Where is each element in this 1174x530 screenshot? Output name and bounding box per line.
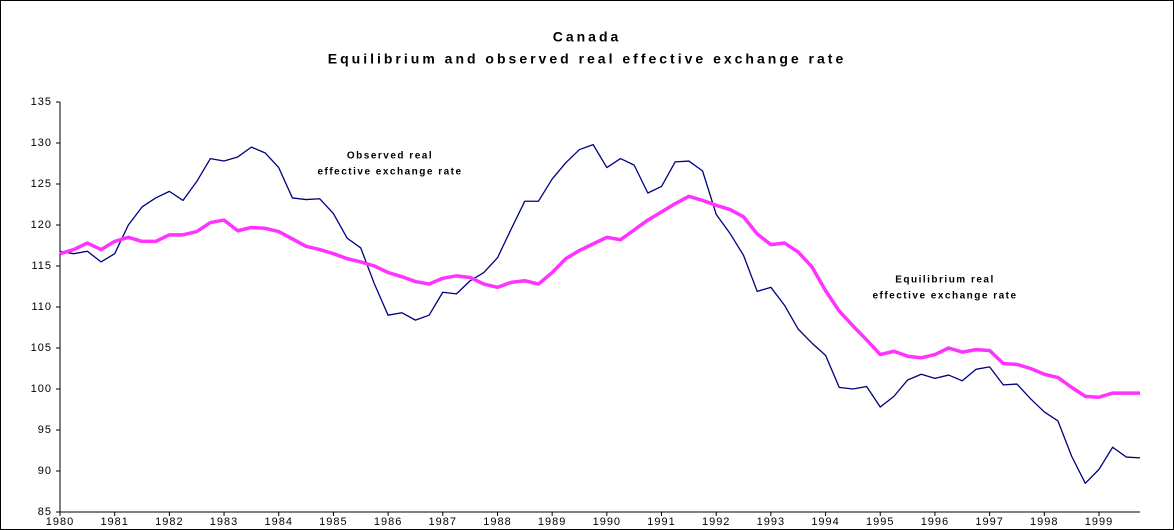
y-tick-label: 110	[31, 301, 52, 313]
x-tick-label: 1983	[210, 516, 238, 528]
x-tick-label: 1994	[811, 516, 839, 528]
x-tick-label: 1982	[155, 516, 183, 528]
y-tick-label: 130	[31, 137, 52, 149]
annotation: effective exchange rate	[872, 291, 1017, 302]
annotation: Equilibrium real	[895, 275, 995, 286]
x-tick-label: 1988	[483, 516, 511, 528]
y-tick-label: 85	[38, 506, 52, 518]
x-tick-label: 1997	[975, 516, 1003, 528]
x-tick-label: 1987	[429, 516, 457, 528]
chart-title: Canada	[553, 29, 622, 45]
x-tick-label: 1980	[46, 516, 74, 528]
y-tick-label: 115	[31, 260, 52, 272]
series-line	[59, 143, 1141, 484]
y-tick-label: 100	[31, 383, 52, 395]
x-tick-label: 1996	[921, 516, 949, 528]
y-tick-label: 90	[38, 465, 52, 477]
x-tick-label: 1985	[319, 516, 347, 528]
x-tick-label: 1989	[538, 516, 566, 528]
x-tick-label: 1993	[757, 516, 785, 528]
chart-subtitle: Equilibrium and observed real effective …	[328, 51, 846, 67]
x-tick-label: 1984	[264, 516, 292, 528]
series-line	[59, 194, 1140, 399]
x-tick-label: 1981	[100, 516, 128, 528]
y-tick-label: 125	[31, 178, 52, 190]
x-tick-label: 1995	[866, 516, 894, 528]
x-tick-label: 1990	[593, 516, 621, 528]
y-tick-label: 105	[31, 342, 52, 354]
y-tick-label: 95	[38, 424, 52, 436]
x-tick-label: 1998	[1030, 516, 1058, 528]
x-tick-label: 1992	[702, 516, 730, 528]
x-tick-label: 1999	[1085, 516, 1113, 528]
y-tick-label: 120	[31, 219, 52, 231]
y-tick-label: 135	[31, 96, 52, 108]
x-tick-label: 1986	[374, 516, 402, 528]
x-tick-label: 1991	[647, 516, 675, 528]
annotation: effective exchange rate	[317, 167, 462, 178]
annotation: Observed real	[347, 151, 433, 162]
